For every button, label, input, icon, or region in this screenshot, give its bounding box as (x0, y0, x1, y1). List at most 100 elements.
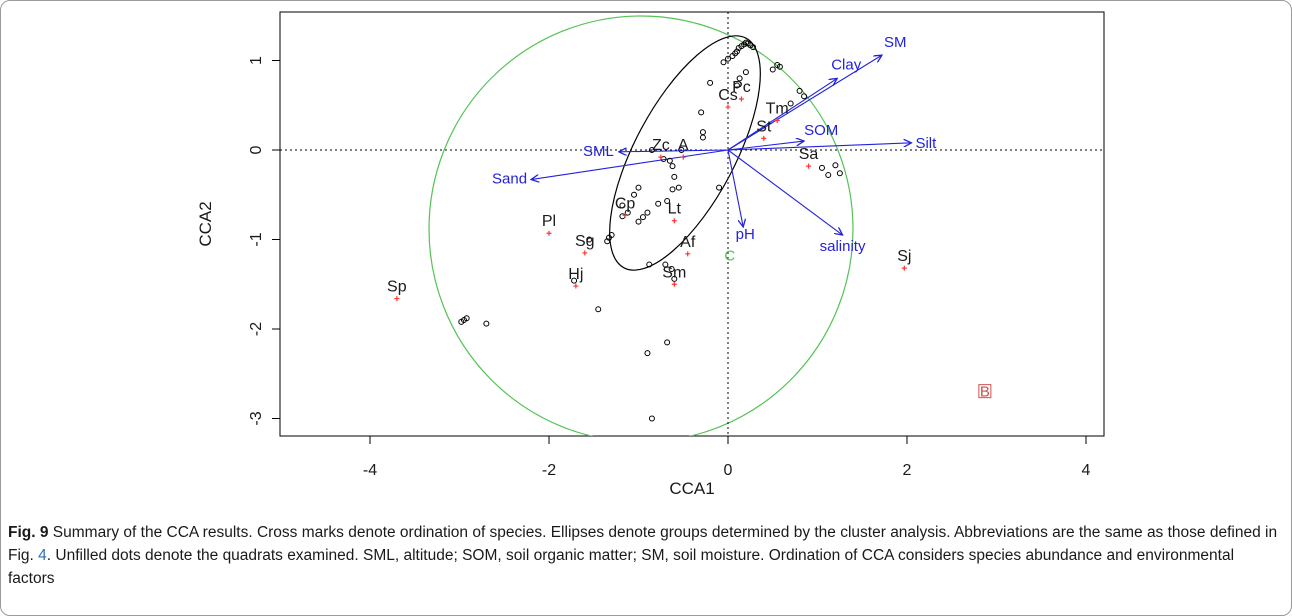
species-label: Sg (575, 233, 595, 250)
site-point (825, 172, 832, 179)
species-label: Cs (718, 87, 738, 104)
species-label: Lt (668, 201, 682, 218)
site-point (669, 163, 676, 170)
env-vector-arrow (727, 141, 804, 151)
figure-reference-link[interactable]: 4 (38, 547, 47, 564)
site-point (635, 184, 642, 191)
env-vector-arrow (727, 149, 743, 227)
species-cross-mark (582, 250, 588, 256)
cca-plot: SM Clay SOM Silt SML Sand pH salinity Sp Pl Sg Hj C… (196, 11, 1105, 498)
species-cross-mark (738, 96, 744, 102)
site-point (595, 306, 602, 313)
site-point (586, 236, 593, 243)
site-point (664, 339, 671, 346)
env-vector-label: SML (583, 143, 614, 160)
x-tick-label: -2 (542, 462, 556, 479)
group-label: B (980, 384, 990, 401)
site-point (668, 266, 675, 273)
env-vector-arrow (531, 149, 729, 180)
caption-text-2: . Unfilled dots denote the quadrats exam… (8, 547, 1235, 587)
species-label: Sa (799, 146, 819, 163)
x-tick-label: 0 (724, 462, 733, 479)
species-cross-mark (806, 163, 812, 169)
site-point (716, 184, 723, 191)
env-vector-label: Clay (831, 56, 862, 73)
species-label: Af (680, 234, 696, 251)
site-point (787, 100, 794, 107)
species-cross-mark (761, 135, 767, 141)
x-tick-label: 4 (1082, 462, 1091, 479)
figure-number: Fig. 9 (8, 524, 49, 541)
site-point (707, 79, 714, 86)
site-point (750, 44, 757, 51)
species-label: St (756, 118, 772, 135)
site-point (619, 213, 626, 220)
species-cross-mark (622, 212, 628, 218)
caption-text-1: Summary of the CCA results. Cross marks … (8, 524, 1278, 564)
site-point (604, 238, 611, 245)
site-point (796, 87, 803, 94)
species-label: Zc (652, 137, 670, 154)
site-point (720, 59, 727, 66)
species-label: Sj (897, 248, 911, 265)
y-tick-label: 0 (248, 145, 265, 154)
y-axis-title: CCA2 (196, 201, 215, 246)
site-point (801, 93, 808, 100)
env-vector-label: Sand (492, 171, 527, 188)
plot-area-box (279, 11, 1105, 437)
species-cross-mark (546, 230, 552, 236)
site-point (699, 129, 706, 136)
env-vector-label: SOM (804, 122, 838, 139)
site-point (458, 318, 465, 325)
group-b-box (978, 384, 992, 399)
env-vector-arrow (727, 149, 843, 235)
x-tick-label: 2 (903, 462, 912, 479)
species-label: Pl (542, 213, 556, 230)
site-point (769, 66, 776, 73)
site-point (571, 277, 578, 284)
species-cross-mark (658, 154, 664, 160)
site-point (678, 147, 685, 153)
site-point (644, 350, 651, 357)
group-ellipse-outer (428, 15, 854, 436)
site-point (699, 134, 706, 141)
figure-caption: Fig. 9 Summary of the CCA results. Cross… (8, 521, 1278, 590)
site-point (619, 202, 626, 209)
y-tick-label: -2 (248, 322, 265, 336)
site-point (741, 41, 748, 48)
species-cross-mark (671, 281, 677, 287)
species-cross-mark (680, 154, 686, 160)
site-point (635, 218, 642, 225)
group-ellipse-inner (609, 35, 761, 271)
x-tick-label: -4 (363, 462, 377, 479)
species-cross-mark (685, 251, 691, 257)
site-point (655, 200, 662, 207)
species-label: A (678, 137, 689, 154)
site-point (733, 82, 740, 89)
site-point (639, 214, 646, 221)
species-cross-mark (573, 283, 579, 289)
site-point (742, 69, 749, 76)
species-cross-mark (671, 218, 677, 224)
y-tick-label: 1 (248, 56, 265, 65)
site-point (648, 415, 655, 422)
site-point (671, 275, 678, 282)
species-label: Tm (766, 100, 789, 117)
env-vector-label: SM (884, 34, 907, 51)
site-point (646, 261, 653, 268)
site-point (648, 147, 655, 153)
site-point (664, 198, 671, 205)
env-vector-label: Silt (915, 135, 937, 152)
site-point (818, 164, 825, 171)
site-point (836, 170, 843, 177)
site-point (624, 209, 631, 216)
site-point (644, 209, 651, 216)
env-vector-arrow (619, 150, 729, 152)
species-label: Hj (568, 266, 583, 283)
y-tick-label: -1 (248, 232, 265, 246)
site-point (675, 184, 682, 191)
species-cross-mark (394, 296, 400, 302)
species-cross-mark (725, 104, 731, 110)
site-point (698, 109, 705, 116)
